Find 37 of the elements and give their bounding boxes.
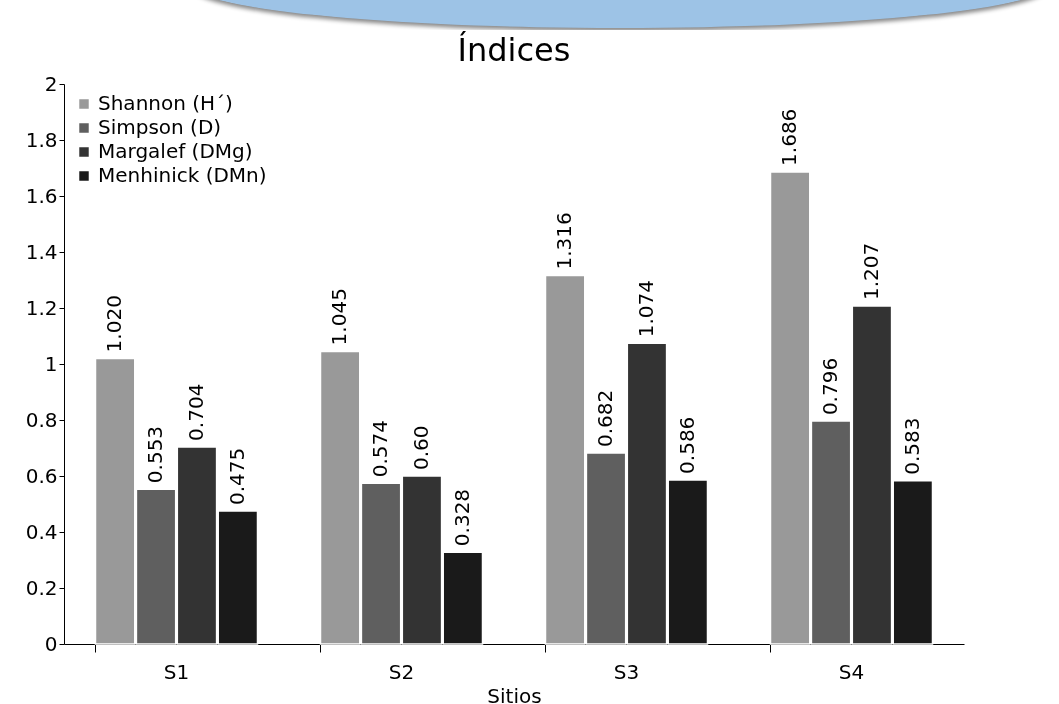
legend-label: Shannon (H´) [98, 91, 233, 115]
data-label: 0.553 [143, 425, 168, 484]
y-tick-label: 1.2 [25, 295, 58, 320]
chart-title: Índices [457, 31, 571, 69]
data-label: 0.475 [224, 447, 249, 505]
y-tick-label: 0 [44, 631, 58, 656]
y-tick-label: 1.8 [25, 127, 58, 152]
y-tick-label: 0.6 [25, 463, 58, 488]
x-tick-label: S1 [163, 659, 190, 684]
data-label: 0.796 [818, 357, 843, 416]
data-label: 0.328 [449, 488, 474, 547]
data-label: 0.704 [183, 383, 208, 441]
x-tick-label: S2 [388, 659, 415, 684]
legend-label: Margalef (DMg) [98, 139, 253, 163]
data-label: 0.574 [368, 420, 393, 478]
data-label: 1.020 [102, 295, 127, 353]
data-label: 1.045 [327, 288, 352, 346]
data-label: 0.586 [674, 416, 699, 474]
legend-label: Menhinick (DMn) [98, 163, 267, 187]
y-tick-label: 2 [44, 71, 58, 96]
x-tick-label: S4 [838, 659, 865, 684]
data-label: 1.074 [633, 280, 658, 338]
y-tick-label: 0.4 [25, 519, 58, 544]
y-tick-label: 0.8 [25, 407, 58, 432]
x-tick-label: S3 [613, 659, 640, 684]
data-label: 1.316 [552, 212, 577, 270]
legend-label: Simpson (D) [98, 115, 222, 139]
data-label: 1.686 [777, 108, 802, 166]
data-label: 1.207 [858, 242, 883, 301]
y-tick-label: 1.4 [25, 239, 58, 264]
data-label: 0.682 [593, 389, 618, 448]
y-tick-label: 0.2 [25, 575, 58, 600]
data-label: 0.583 [899, 417, 924, 475]
x-axis-title: Sitios [487, 683, 542, 704]
y-tick-label: 1.6 [25, 183, 58, 208]
data-label: 0.60 [408, 425, 433, 470]
y-tick-label: 1 [44, 351, 58, 376]
